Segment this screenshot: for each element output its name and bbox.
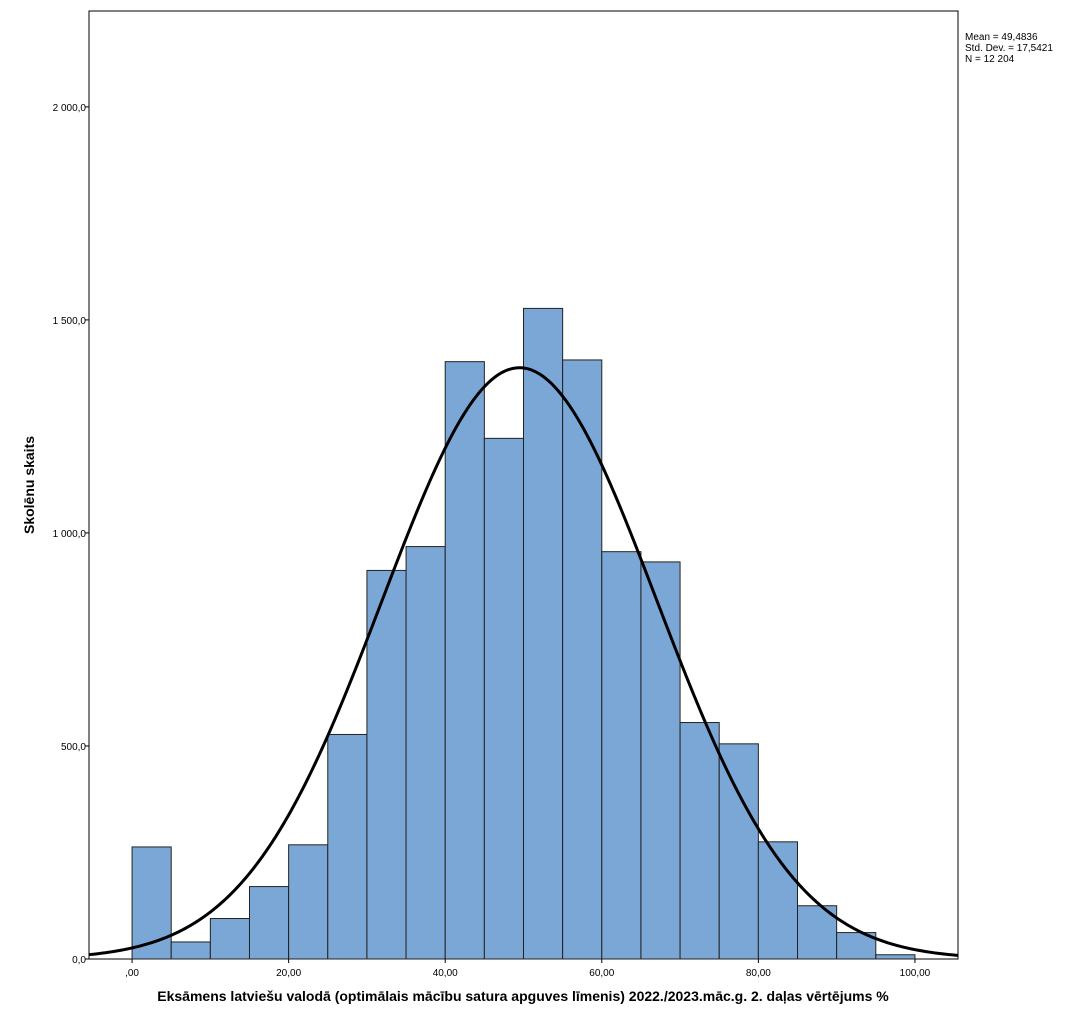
histogram-bar-3: [248, 886, 290, 960]
x-axis-title: Eksāmens latviešu valodā (optimālais māc…: [157, 988, 889, 1004]
y-axis-ticks: 0,0 500,0 1 000,0 1 500,0 2 000,0: [53, 103, 89, 966]
histogram-bar-6: [366, 569, 407, 960]
stats-n: N = 12 204: [965, 54, 1015, 65]
histogram-bar-19: [875, 954, 916, 960]
y-tick-label: 1 500,0: [53, 316, 87, 327]
stats-mean: Mean = 49,4836: [965, 32, 1038, 43]
y-tick-label: 2 000,0: [53, 103, 87, 114]
y-tick-label: 0,0: [72, 955, 86, 966]
histogram-bar-15: [718, 743, 759, 960]
histogram-bar-10: [523, 307, 564, 960]
histogram-bar-9: [483, 437, 525, 960]
histogram-bar-7: [405, 546, 446, 960]
x-tick-label: 60,00: [589, 968, 614, 979]
x-tick-label: 20,00: [276, 968, 301, 979]
histogram-bars: [131, 307, 916, 960]
y-axis-title: Skolēnu skaits: [21, 436, 37, 534]
normal-curve: [88, 366, 959, 957]
histogram-bar-5: [327, 733, 368, 960]
histogram-bar-11: [562, 359, 603, 960]
histogram-bar-16: [757, 841, 799, 960]
histogram-bar-12: [601, 551, 642, 960]
y-tick-label: 500,0: [61, 742, 86, 753]
x-axis-ticks: ,00 20,00 40,00 60,00 80,00 100,00: [125, 959, 931, 979]
y-tick-label: 1 000,0: [53, 529, 87, 540]
histogram-bar-0: [131, 846, 172, 960]
x-tick-label: 100,00: [900, 968, 931, 979]
histogram-bar-8: [444, 361, 485, 960]
histogram-bar-4: [288, 844, 329, 960]
x-tick-label: ,00: [125, 968, 139, 979]
stats-std-dev: Std. Dev. = 17,5421: [965, 43, 1053, 54]
histogram-bar-1: [170, 941, 211, 960]
histogram-bar-14: [679, 722, 720, 960]
histogram-bar-13: [640, 561, 681, 960]
x-tick-label: 40,00: [433, 968, 458, 979]
histogram-bar-2: [209, 918, 250, 960]
x-tick-label: 80,00: [746, 968, 771, 979]
